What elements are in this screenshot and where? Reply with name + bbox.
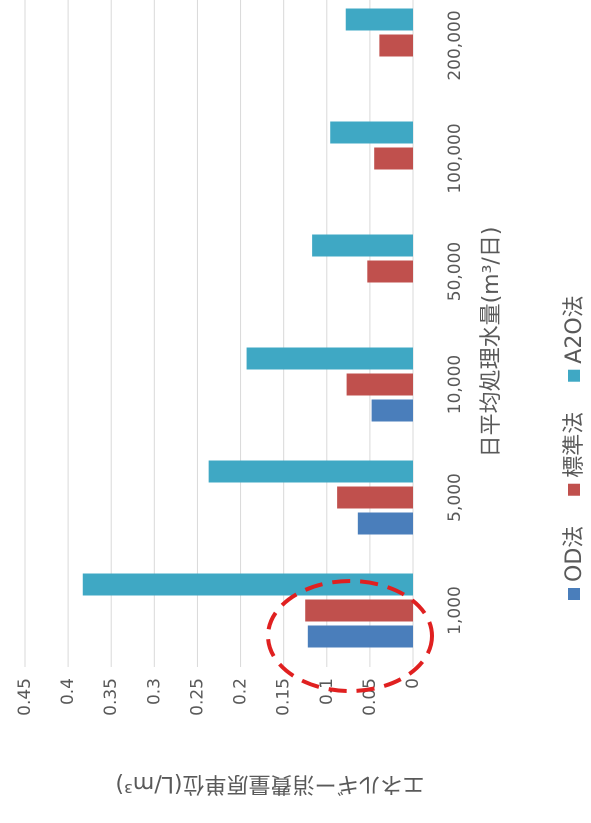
- y-tick-label: 0.4: [58, 678, 78, 705]
- y-tick-label: 0.25: [187, 678, 207, 716]
- x-tick-label: 10,000: [445, 355, 465, 414]
- bar: [337, 486, 414, 509]
- bar: [357, 512, 413, 535]
- legend-label: OD法: [562, 526, 587, 582]
- legend-swatch: [568, 369, 580, 382]
- legend-label: A2O法: [562, 295, 587, 363]
- legend-swatch: [568, 588, 580, 600]
- legend-swatch: [568, 483, 580, 496]
- y-tick-label: 0.35: [101, 678, 121, 716]
- bar: [312, 234, 413, 257]
- x-tick-label: 5,000: [445, 473, 465, 522]
- bar: [305, 599, 414, 622]
- y-tick-label: 0.05: [360, 678, 380, 716]
- x-tick-label: 50,000: [445, 242, 465, 301]
- x-tick-label: 100,000: [445, 123, 465, 193]
- bar: [330, 121, 413, 144]
- bar: [374, 147, 414, 170]
- y-tick-label: 0.3: [144, 678, 164, 705]
- bar: [345, 8, 414, 31]
- bar: [82, 573, 413, 596]
- bar: [371, 399, 414, 422]
- legend-label: 標準法: [562, 412, 587, 478]
- bar: [367, 260, 413, 283]
- bar: [246, 347, 413, 370]
- bar: [379, 34, 413, 57]
- x-axis-title: 日平均処理水量(m³/日): [479, 227, 504, 458]
- y-tick-label: 0.2: [231, 678, 251, 705]
- y-tick-label: 0.1: [317, 678, 337, 705]
- x-tick-label: 1,000: [445, 586, 465, 635]
- y-axis-title: エネルギー消費量原単位(L/m³): [115, 771, 424, 796]
- highlight-ellipse: [266, 579, 434, 693]
- y-tick-label: 0.15: [274, 678, 294, 716]
- x-tick-label: 200,000: [445, 10, 465, 80]
- rotated-chart: 0 0.05 0.1 0.15 0.2 0.25 0.3 0.35 0.4 0.45 1,000 5,…: [15, 0, 587, 796]
- y-tick-label: 0.45: [15, 678, 35, 716]
- y-tick-label: 0: [403, 678, 423, 689]
- bar: [307, 625, 414, 648]
- bar: [208, 460, 413, 483]
- bar: [346, 373, 413, 396]
